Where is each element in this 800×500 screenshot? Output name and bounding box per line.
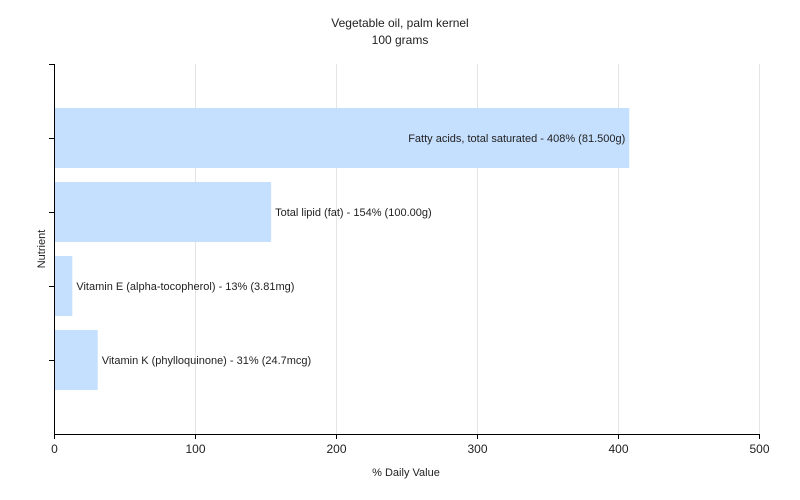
bar [55,256,73,316]
x-tick-label: 300 [467,442,487,456]
x-tick-label: 500 [749,442,769,456]
x-tick-label: 200 [326,442,346,456]
bar-label: Vitamin K (phylloquinone) - 31% (24.7mcg… [102,355,312,367]
bar [55,330,98,390]
bar [55,108,630,168]
x-axis-label: % Daily Value [372,467,440,479]
x-tick-label: 0 [51,442,58,456]
axes: 0 100 200 300 400 500 [49,64,770,456]
bar-label: Total lipid (fat) - 154% (100.00g) [275,207,432,219]
chart-subtitle: 100 grams [372,33,429,47]
bar-label: Vitamin E (alpha-tocopherol) - 13% (3.81… [76,281,294,293]
bars [55,108,630,390]
bar [55,182,272,242]
y-axis-label: Nutrient [36,230,48,269]
bar-label: Fatty acids, total saturated - 408% (81.… [408,133,625,145]
chart-title: Vegetable oil, palm kernel [331,16,468,30]
x-tick-label: 400 [608,442,628,456]
x-tick-label: 100 [185,442,205,456]
bar-labels: Fatty acids, total saturated - 408% (81.… [76,133,625,367]
